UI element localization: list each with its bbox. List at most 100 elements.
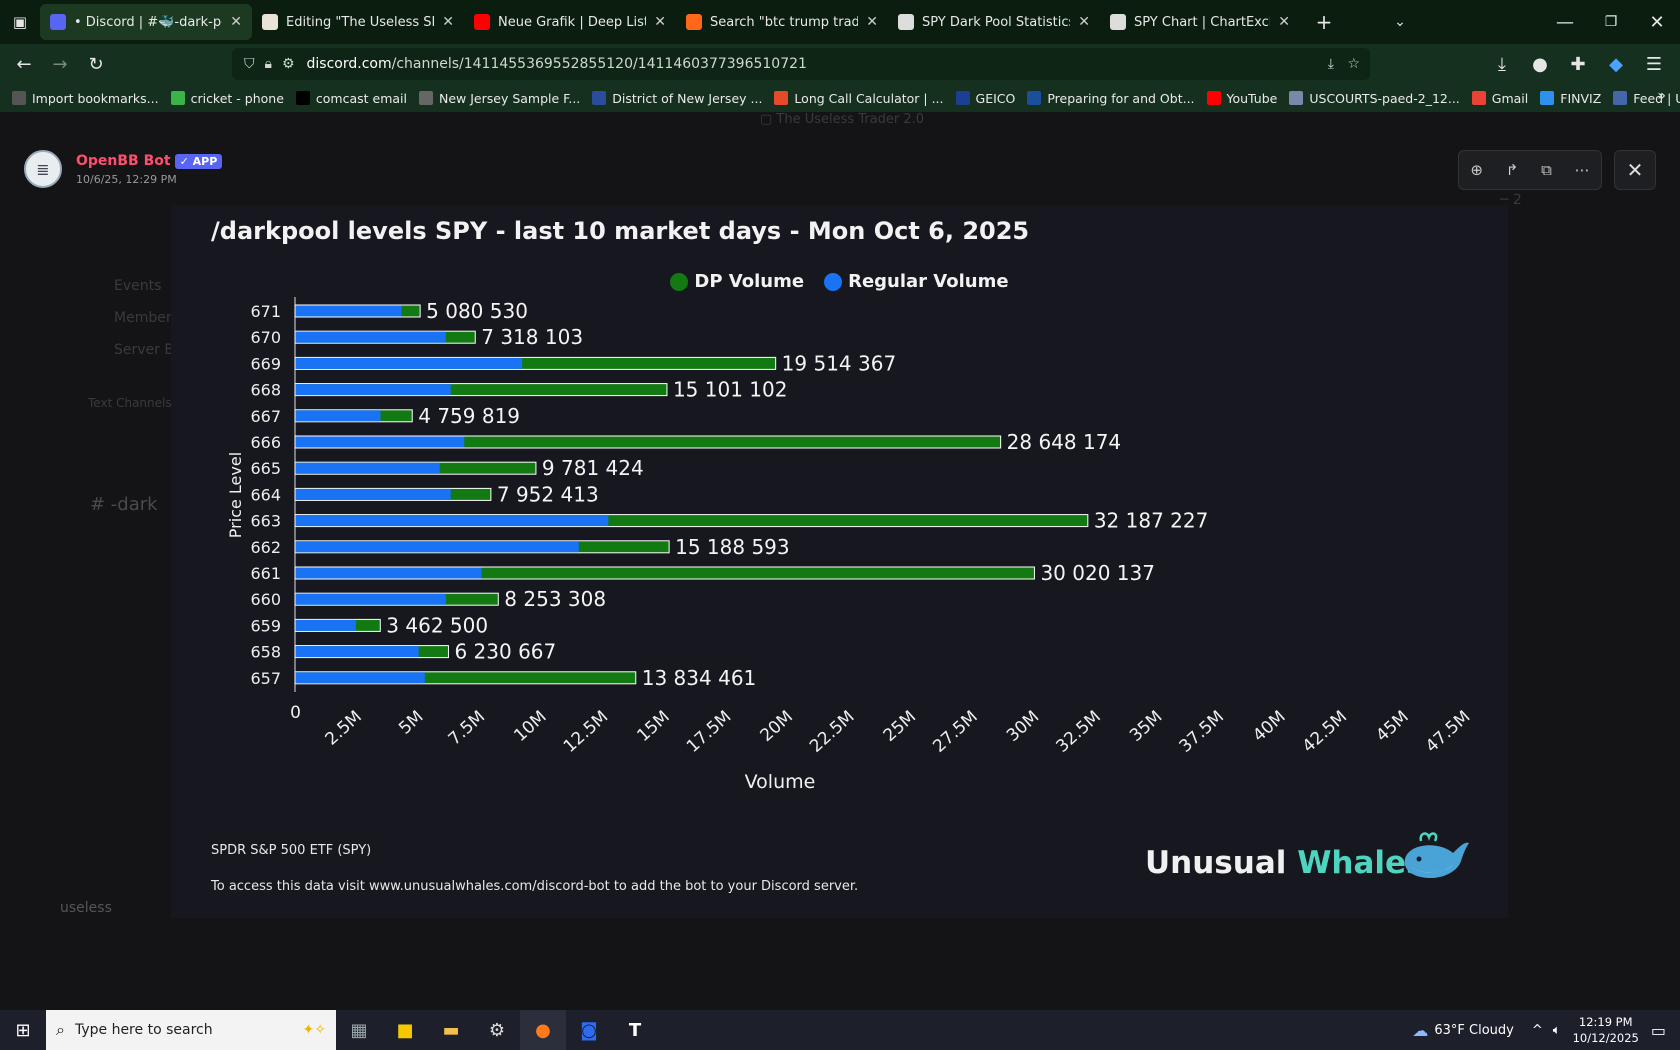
forward-button[interactable]: → [52, 53, 68, 75]
bar-total-dp [294, 435, 1002, 449]
bookmark-item[interactable]: Feed | Utradea [1613, 91, 1680, 106]
browser-tab[interactable]: Search "btc trump trade" on Sub ✕ [676, 4, 888, 40]
windows-start-icon[interactable]: ⊞ [15, 1019, 31, 1041]
browser-tab[interactable]: Editing "The Useless SPY report ✕ [252, 4, 464, 40]
tray-chevron-icon[interactable]: ^ [1531, 1022, 1543, 1038]
minimize-window-button[interactable]: — [1556, 11, 1574, 33]
bot-username[interactable]: OpenBB Bot [76, 153, 171, 169]
y-tick-label: 661 [250, 564, 281, 583]
bookmark-item[interactable]: Long Call Calculator | ... [774, 91, 944, 106]
bar-total-label: 9 781 424 [542, 456, 644, 480]
bookmark-item[interactable]: YouTube [1206, 91, 1277, 106]
bar-total-label: 3 462 500 [386, 613, 488, 637]
tab-close-icon[interactable]: ✕ [230, 14, 242, 30]
downloads-icon[interactable]: ⤓ [1498, 53, 1506, 75]
firefox-icon[interactable]: ● [520, 1010, 566, 1050]
bar-regular [295, 462, 440, 474]
extension-badge-icon[interactable]: ◆ [1609, 53, 1623, 75]
browser-tab[interactable]: • Discord | #🐳-dark-pool | The ✕ [40, 4, 252, 40]
bookmark-item[interactable]: FINVIZ [1540, 91, 1601, 106]
ghost-events: Events [114, 278, 162, 294]
account-icon[interactable]: ● [1532, 53, 1548, 75]
logo-word-whales: Whales [1297, 845, 1425, 881]
tab-list-icon[interactable]: ▣ [12, 13, 28, 31]
bookmark-item[interactable]: cricket - phone [170, 91, 284, 106]
bookmark-item[interactable]: Preparing for and Obt... [1027, 90, 1195, 106]
tab-label: Editing "The Useless SPY report [286, 14, 434, 30]
bookmark-item[interactable]: USCOURTS-paed-2_12... [1289, 91, 1460, 106]
tab-close-icon[interactable]: ✕ [654, 14, 666, 30]
bookmarks-overflow-icon[interactable]: » [1657, 88, 1666, 104]
clock[interactable]: 12:19 PM 10/12/2025 [1573, 1014, 1639, 1046]
bar-total-label: 19 514 367 [782, 351, 897, 375]
restore-window-button[interactable]: ❐ [1604, 14, 1618, 30]
bookmark-favicon-icon [1540, 91, 1555, 105]
x-tick-label: 12.5M [560, 707, 612, 757]
darkpool-bar-chart: 671 5 080 530 670 7 318 103 669 19 514 367 668… [226, 297, 1474, 793]
shield-icon[interactable]: ⛉ [244, 56, 255, 72]
volume-icon[interactable]: 🔈︎ [1552, 1022, 1561, 1038]
bookmark-item[interactable]: District of New Jersey ... [592, 91, 762, 106]
bookmark-item[interactable]: New Jersey Sample F... [419, 91, 580, 106]
taskbar-search[interactable]: ⌕ Type here to search ✦✧ [46, 1010, 336, 1050]
tab-close-icon[interactable]: ✕ [866, 14, 878, 30]
bookmark-item[interactable]: Gmail [1471, 91, 1528, 106]
close-window-button[interactable]: ✕ [1649, 11, 1665, 33]
file-explorer-icon[interactable]: ▬ [442, 1019, 460, 1041]
logo-word-unusual: Unusual [1145, 845, 1287, 881]
notifications-icon[interactable]: ▭ [1650, 1020, 1666, 1040]
bar-total-label: 7 952 413 [497, 482, 599, 506]
bookmark-label: Preparing for and Obt... [1047, 90, 1195, 106]
tab-close-icon[interactable]: ✕ [1278, 14, 1290, 30]
calculator-icon[interactable]: ▦ [350, 1019, 368, 1041]
y-tick-label: 665 [250, 459, 281, 478]
open-external-icon[interactable]: ⧉ [1541, 161, 1552, 179]
sticky-notes-icon[interactable]: ■ [396, 1019, 414, 1041]
tab-label: Neue Grafik | Deep Listening [498, 14, 646, 30]
bar-regular [295, 384, 451, 396]
ghost-user: useless [60, 900, 112, 916]
x-tick-label: 0 [290, 703, 301, 723]
ghost-server: Server B [114, 342, 174, 358]
address-bar[interactable]: ⛉ 🔒︎ ⚙ discord.com/channels/141145536955… [232, 48, 1370, 80]
tradingview-icon[interactable]: T [628, 1019, 642, 1041]
lock-icon[interactable]: 🔒︎ [264, 56, 272, 72]
browser-tab[interactable]: Neue Grafik | Deep Listening ✕ [464, 4, 676, 40]
bar-regular [295, 593, 446, 605]
bar-regular [295, 541, 579, 553]
new-tab-button[interactable]: + [1315, 10, 1333, 34]
extensions-icon[interactable]: ✚ [1570, 53, 1586, 75]
close-viewer-button[interactable]: ✕ [1614, 150, 1656, 190]
bar-total-label: 4 759 819 [418, 404, 520, 428]
forward-icon[interactable]: ↱ [1505, 161, 1519, 179]
menu-icon[interactable]: ☰ [1645, 53, 1663, 75]
bar-regular [295, 567, 482, 579]
y-tick-label: 664 [250, 485, 281, 504]
reload-button[interactable]: ↻ [88, 53, 104, 75]
tab-overflow-chevron-icon[interactable]: ⌄ [1394, 14, 1406, 30]
browser-navigation-bar: ← → ↻ ⛉ 🔒︎ ⚙ discord.com/channels/141145… [0, 44, 1680, 84]
more-options-icon[interactable]: ⋯ [1574, 161, 1590, 179]
legend-dp-label: DP Volume [694, 271, 805, 292]
app-icon[interactable]: ◙ [580, 1019, 598, 1041]
permissions-icon[interactable]: ⚙ [281, 56, 295, 72]
page-save-icon[interactable]: ⤓ [1327, 56, 1334, 72]
discord-backdrop: ▢ The Useless Trader 2.0 Events Members … [0, 112, 1680, 1010]
zoom-icon[interactable]: ⊕ [1470, 161, 1483, 179]
x-tick-label: 27.5M [929, 707, 981, 757]
weather-cloud-icon[interactable]: ☁ [1412, 1020, 1429, 1040]
back-button[interactable]: ← [16, 53, 32, 75]
bookmark-item[interactable]: GEICO [955, 91, 1015, 106]
browser-tab[interactable]: SPY Dark Pool Statistics | ChartE ✕ [888, 4, 1100, 40]
bookmark-item[interactable]: comcast email [295, 91, 407, 106]
tab-close-icon[interactable]: ✕ [442, 14, 454, 30]
legend-regular-swatch [824, 272, 843, 291]
bot-avatar[interactable]: ≣ [24, 150, 62, 188]
browser-tab[interactable]: SPY Chart | ChartExchange ✕ [1100, 4, 1300, 40]
bookmark-star-icon[interactable]: ☆ [1347, 56, 1360, 72]
tab-close-icon[interactable]: ✕ [1078, 14, 1090, 30]
x-tick-label: 20M [757, 707, 797, 746]
weather-text[interactable]: 63°F Cloudy [1434, 1022, 1514, 1038]
settings-gear-icon[interactable]: ⚙ [488, 1019, 506, 1041]
bookmark-item[interactable]: Import bookmarks... [12, 91, 159, 106]
